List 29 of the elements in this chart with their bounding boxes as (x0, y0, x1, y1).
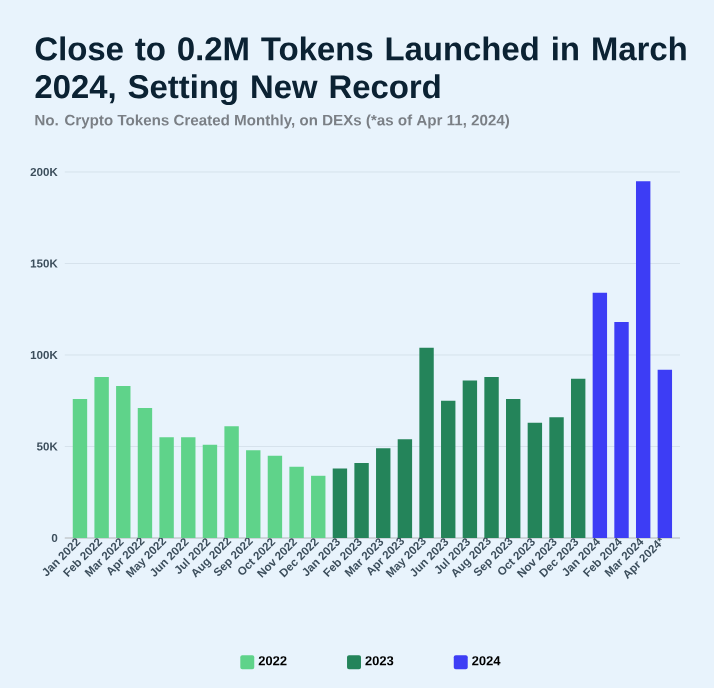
bar (397, 439, 413, 538)
bar (592, 292, 608, 538)
chart-title: Close to 0.2M Tokens Launched in March 2024, Setting New Record (35, 36, 686, 106)
bar (159, 437, 174, 538)
bar (419, 347, 434, 538)
bar (376, 448, 391, 538)
bar (527, 422, 543, 538)
bar (484, 376, 499, 538)
bar (549, 417, 564, 538)
bar (614, 322, 629, 538)
bar (72, 398, 88, 538)
bar (311, 475, 326, 538)
bar (246, 450, 261, 538)
bar (635, 181, 651, 538)
bar (354, 462, 369, 538)
bar (289, 466, 304, 538)
bar (224, 426, 239, 538)
bar (462, 380, 478, 538)
bar (267, 455, 283, 538)
bar (137, 408, 153, 538)
bar (94, 376, 109, 538)
bar (441, 400, 456, 538)
bar (570, 378, 586, 538)
bar (116, 386, 131, 538)
bar (332, 468, 348, 538)
bar (181, 437, 196, 538)
bar (506, 398, 521, 538)
bar (202, 444, 218, 538)
bar (657, 369, 673, 538)
